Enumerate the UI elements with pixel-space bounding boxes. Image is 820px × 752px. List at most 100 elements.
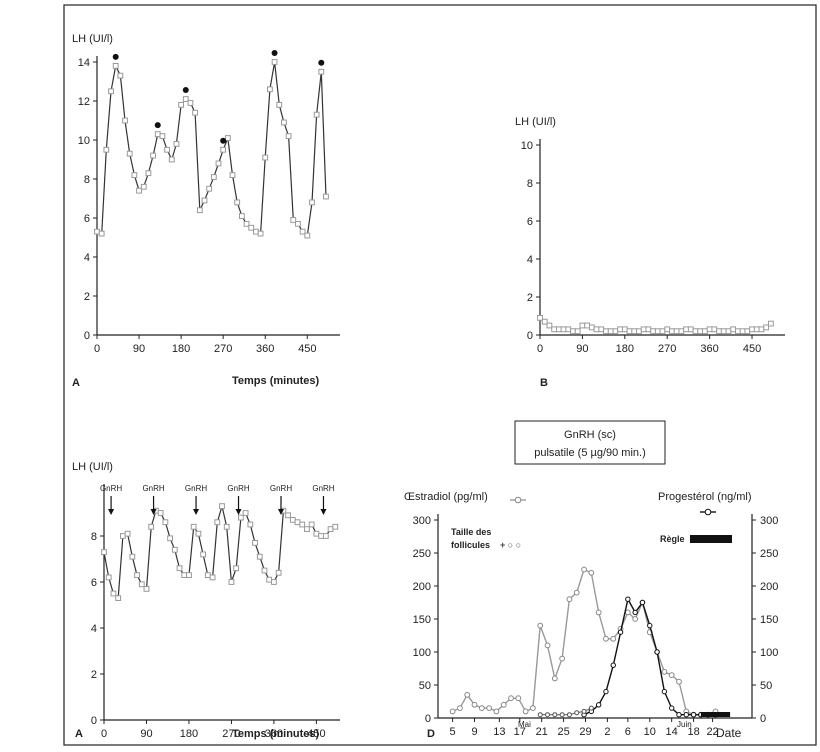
panel-b-x-tick-label: 450	[743, 343, 761, 355]
estradiol-point	[573, 589, 580, 596]
estradiol-point	[464, 692, 471, 698]
follicle-point	[574, 710, 580, 716]
panel-a-y-tick-label: 6	[84, 213, 90, 225]
panel-d-x-tick-label: 29	[579, 726, 591, 738]
estradiol-point	[493, 708, 500, 715]
panel-b-data-point	[593, 326, 600, 333]
follicle-point	[545, 712, 551, 718]
panel-b-data-point	[654, 328, 661, 335]
panel-b-data-point	[725, 328, 732, 335]
estradiol-legend-marker	[514, 496, 522, 504]
panel-b-data-point	[645, 326, 652, 333]
figure-frame	[63, 4, 817, 746]
estradiol-point	[508, 695, 514, 702]
panel-c-data-point	[233, 565, 240, 572]
panel-b-data-point	[730, 326, 737, 333]
panel-d-x-tick-label: 14	[666, 726, 678, 738]
panel-c-data-point	[223, 523, 230, 530]
panel-b-data-point	[734, 328, 741, 335]
estradiol-point	[676, 678, 682, 685]
panel-d-month-1: Mai	[518, 720, 531, 729]
panel-a-data-point	[108, 88, 114, 95]
panel-c-data-point	[214, 519, 221, 526]
progesterone-point	[676, 712, 682, 718]
panel-d-letter: D	[427, 728, 435, 740]
panel-b-data-point	[541, 318, 548, 325]
panel-c-data-point	[134, 572, 140, 579]
panel-c-data-point	[138, 581, 145, 588]
panel-b-y-tick-label: 0	[527, 330, 533, 342]
panel-c-data-point	[313, 530, 320, 537]
estradiol-point	[632, 616, 639, 622]
panel-a-data-point	[136, 187, 142, 194]
panel-b-x-tick-label: 90	[576, 343, 588, 355]
panel-a-data-point	[295, 220, 301, 227]
panel-a-ylabel: LH (UI/l)	[72, 33, 113, 45]
gnrh-arrow-head	[150, 509, 157, 515]
panel-d-y-tick-label: 300	[413, 515, 431, 527]
panel-a-x-tick-label: 270	[214, 343, 232, 355]
panel-d-month-2: Juin	[677, 720, 692, 729]
panel-c-data-point	[176, 565, 183, 572]
gnrh-arrow-label: GnRH	[100, 484, 122, 493]
panel-c-y-tick-label: 2	[91, 669, 97, 681]
panel-a-x-tick-label: 360	[256, 343, 274, 355]
estradiol-point	[515, 695, 522, 702]
panel-b-data-point	[584, 322, 591, 329]
panel-c-data-point	[195, 530, 202, 537]
gnrh-arrow-head	[193, 509, 200, 515]
panel-a-data-point	[150, 152, 156, 159]
panel-c-data-point	[171, 546, 178, 553]
estradiol-point	[449, 708, 456, 715]
panel-a-data-point	[201, 197, 208, 204]
panel-a-data-point	[159, 133, 166, 139]
panel-a-data-point	[285, 133, 292, 139]
panel-b-data-point	[565, 326, 572, 333]
regle-legend-bar	[690, 535, 732, 543]
panel-a-data-point	[103, 146, 110, 153]
panel-b-data-point	[744, 328, 751, 335]
panel-a-x-tick-label: 90	[133, 343, 145, 355]
panel-a-data-point	[299, 228, 306, 235]
panel-c-data-point	[299, 521, 306, 528]
panel-a-xlabel: Temps (minutes)	[232, 375, 320, 387]
panel-a-peak-marker	[182, 87, 189, 94]
panel-b-data-point	[749, 326, 755, 333]
progesterone-point	[668, 705, 675, 711]
panel-b-data-point	[636, 328, 642, 335]
progesterone-point	[661, 688, 668, 695]
panel-a-data-point	[131, 172, 138, 178]
panel-c-data-point	[157, 510, 164, 516]
panel-b-data-point	[763, 324, 770, 331]
panel-c-data-point	[162, 519, 169, 526]
panel-b-data-point	[697, 328, 704, 335]
panel-a-peak-marker	[318, 59, 325, 66]
panel-c-data-point	[304, 526, 310, 533]
progesterone-line	[583, 597, 716, 716]
panel-d-y-tick-label-right: 150	[760, 614, 778, 626]
panel-a-data-point	[112, 63, 119, 69]
estradiol-line	[452, 568, 716, 716]
panel-c-data-point	[308, 521, 315, 528]
panel-a-peak-marker	[271, 50, 278, 56]
panel-a-data-point	[309, 199, 315, 206]
panel-c-data-point	[275, 569, 282, 576]
progesterone-legend-marker	[704, 508, 712, 516]
panel-c-data-point	[101, 549, 107, 556]
panel-a-data-point	[262, 154, 269, 161]
panel-d-x-tick-label: 13	[493, 726, 505, 738]
follicle-point	[559, 712, 565, 718]
panel-c-data-point	[242, 510, 249, 516]
panel-a-data-point	[290, 217, 297, 223]
gnrh-arrow-label: GnRH	[185, 484, 207, 493]
estradiol-point	[478, 705, 485, 711]
panel-a-y-tick-label: 14	[78, 57, 90, 69]
panel-c-data-point	[186, 572, 192, 579]
panel-a-data-point	[276, 102, 283, 108]
panel-b-data-point	[659, 328, 666, 335]
panel-d-x-tick-label: 5	[450, 726, 456, 738]
panel-a-data-point	[192, 109, 199, 116]
panel-c-xlabel: Temps (minutes)	[232, 728, 320, 740]
progesterone-point	[625, 596, 631, 602]
